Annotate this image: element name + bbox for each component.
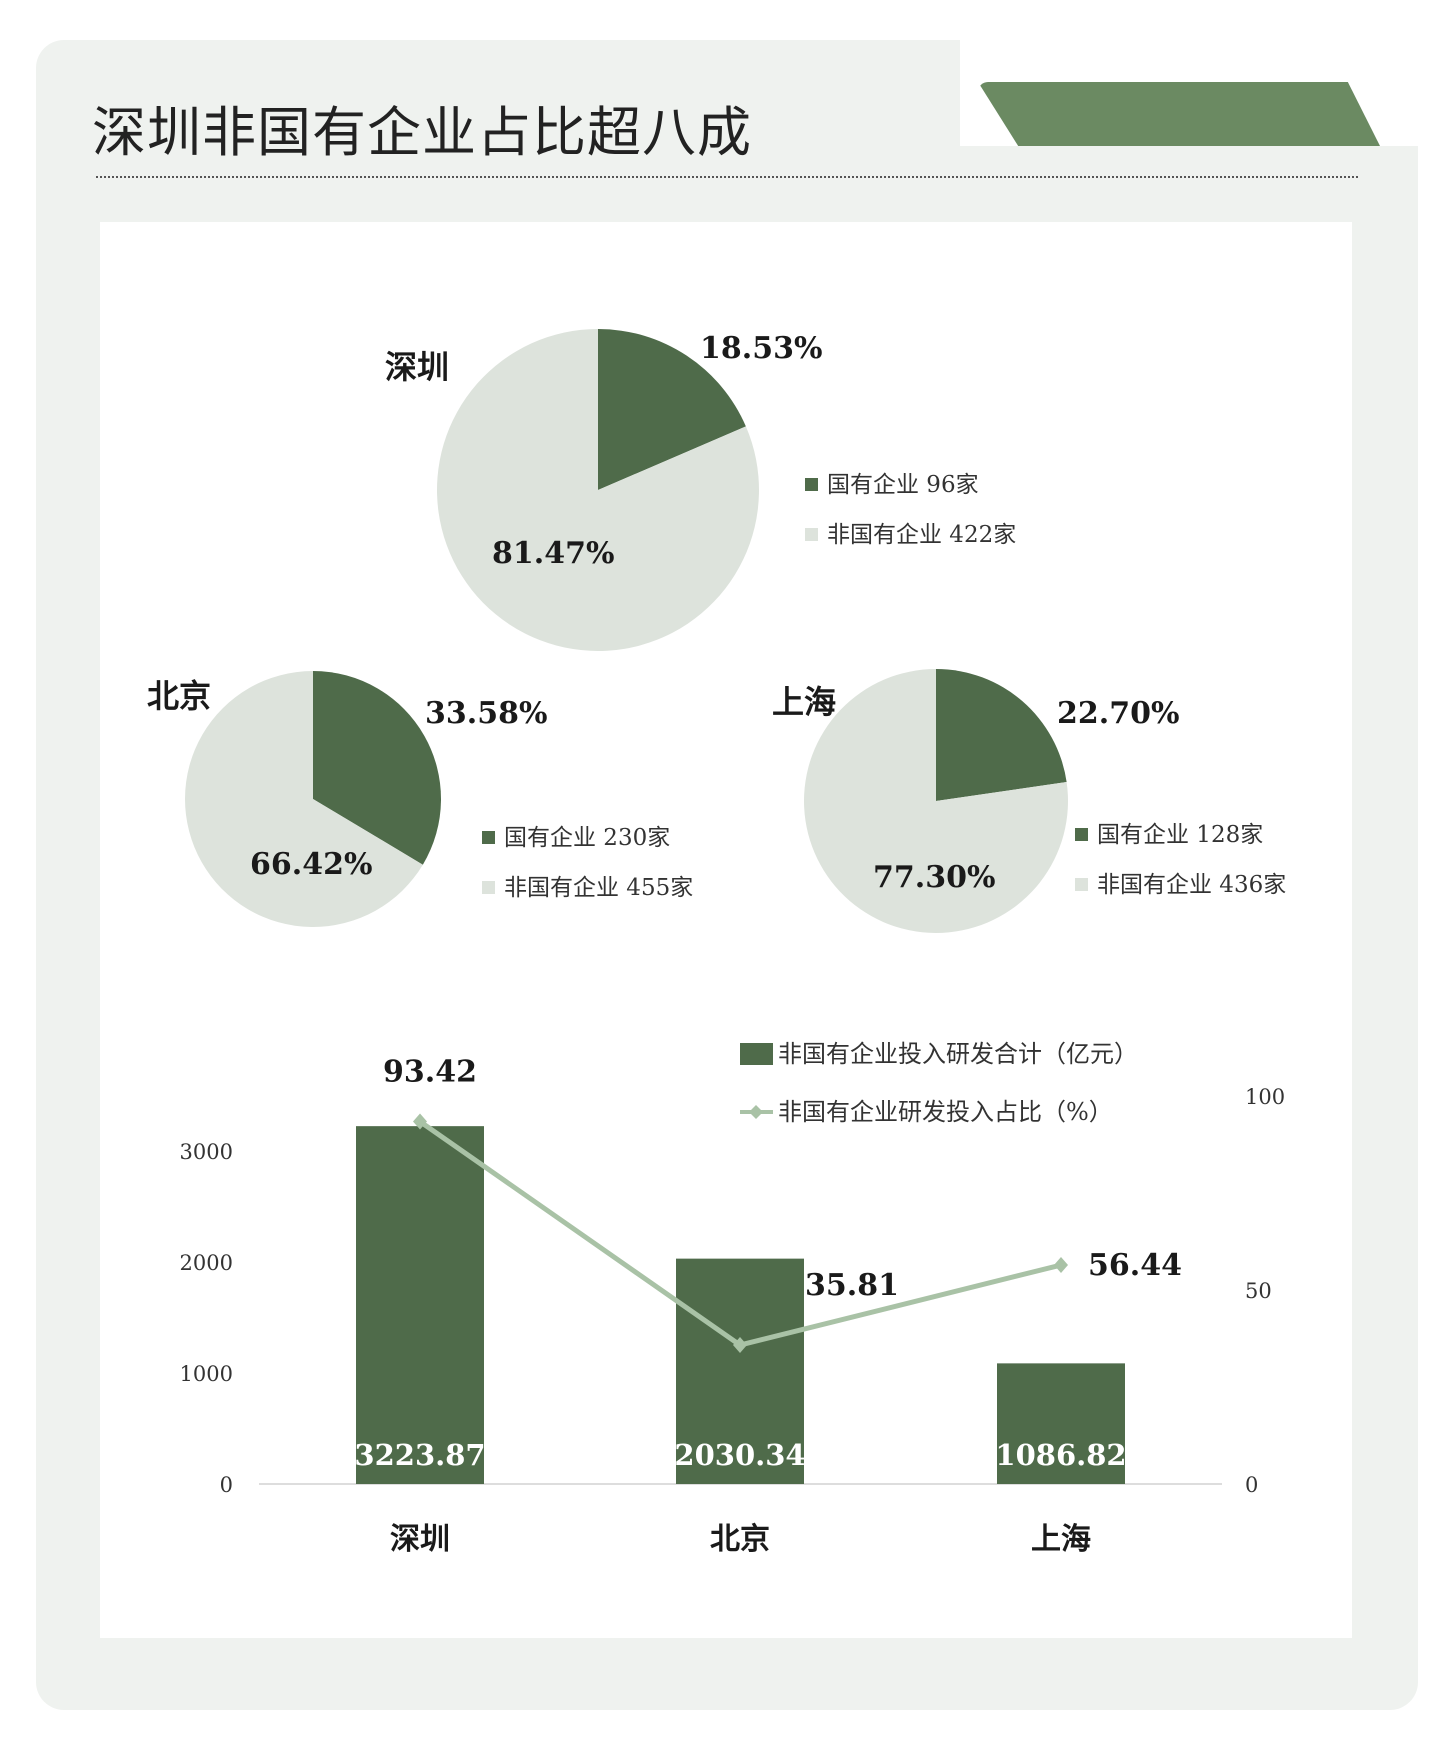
pie-percent-label: 77.30% xyxy=(873,860,995,895)
x-tick-label: 上海 xyxy=(1031,1522,1091,1557)
legend-swatch xyxy=(1075,828,1088,841)
y-right-tick: 0 xyxy=(1245,1473,1258,1497)
pie-slice xyxy=(936,669,1067,801)
pie-title: 北京 xyxy=(147,677,211,715)
legend-label: 国有企业 96家 xyxy=(827,472,979,498)
line-marker xyxy=(1054,1257,1068,1274)
line-value-label: 35.81 xyxy=(805,1268,899,1303)
line-marker xyxy=(413,1113,427,1130)
legend-swatch xyxy=(805,528,818,541)
pie-percent-label: 81.47% xyxy=(492,536,614,571)
legend-label: 非国有企业 436家 xyxy=(1097,872,1286,898)
bar xyxy=(997,1363,1125,1484)
legend-label: 国有企业 230家 xyxy=(504,825,670,851)
pie-percent-label: 18.53% xyxy=(700,331,822,366)
pie-percent-label: 66.42% xyxy=(250,847,372,882)
pie-slice xyxy=(313,671,441,865)
legend-swatch xyxy=(482,881,495,894)
y-left-tick: 2000 xyxy=(180,1251,233,1275)
legend-label: 国有企业 128家 xyxy=(1097,822,1263,848)
pie-percent-label: 33.58% xyxy=(425,696,547,731)
bar xyxy=(676,1258,804,1484)
pie-title: 上海 xyxy=(772,683,836,721)
pie-slice xyxy=(185,671,423,927)
legend-swatch xyxy=(805,478,818,491)
line-value-label: 93.42 xyxy=(383,1055,477,1090)
pie-slice xyxy=(437,329,759,652)
legend-label-line: 非国有企业研发投入占比（%） xyxy=(778,1098,1113,1126)
legend-label: 非国有企业 455家 xyxy=(504,875,693,901)
bar xyxy=(356,1126,484,1484)
pie-percent-label: 22.70% xyxy=(1057,696,1179,731)
page-title: 深圳非国有企业占比超八成 xyxy=(92,101,752,164)
pie-slice xyxy=(804,669,1068,933)
legend-swatch-bar xyxy=(740,1043,773,1065)
legend-label: 非国有企业 422家 xyxy=(827,522,1016,548)
line-value-label: 56.44 xyxy=(1088,1248,1182,1283)
pie-slice xyxy=(598,329,746,490)
bar-value-label: 2030.34 xyxy=(674,1438,805,1472)
bar-value-label: 3223.87 xyxy=(354,1438,485,1472)
legend-swatch xyxy=(1075,878,1088,891)
y-right-tick: 100 xyxy=(1245,1085,1285,1109)
legend-label-bar: 非国有企业投入研发合计（亿元） xyxy=(778,1040,1138,1068)
line-marker xyxy=(733,1337,747,1354)
y-left-tick: 0 xyxy=(220,1473,233,1497)
x-tick-label: 北京 xyxy=(710,1522,770,1557)
bar-value-label: 1086.82 xyxy=(995,1438,1126,1472)
x-tick-label: 深圳 xyxy=(390,1522,450,1557)
y-left-tick: 3000 xyxy=(180,1140,233,1164)
pie-title: 深圳 xyxy=(385,348,449,386)
legend-swatch xyxy=(482,831,495,844)
decorative-tab xyxy=(978,82,1380,146)
y-right-tick: 50 xyxy=(1245,1279,1272,1303)
dotted-divider xyxy=(96,176,1358,178)
y-left-tick: 1000 xyxy=(180,1362,233,1386)
legend-marker xyxy=(749,1105,763,1119)
